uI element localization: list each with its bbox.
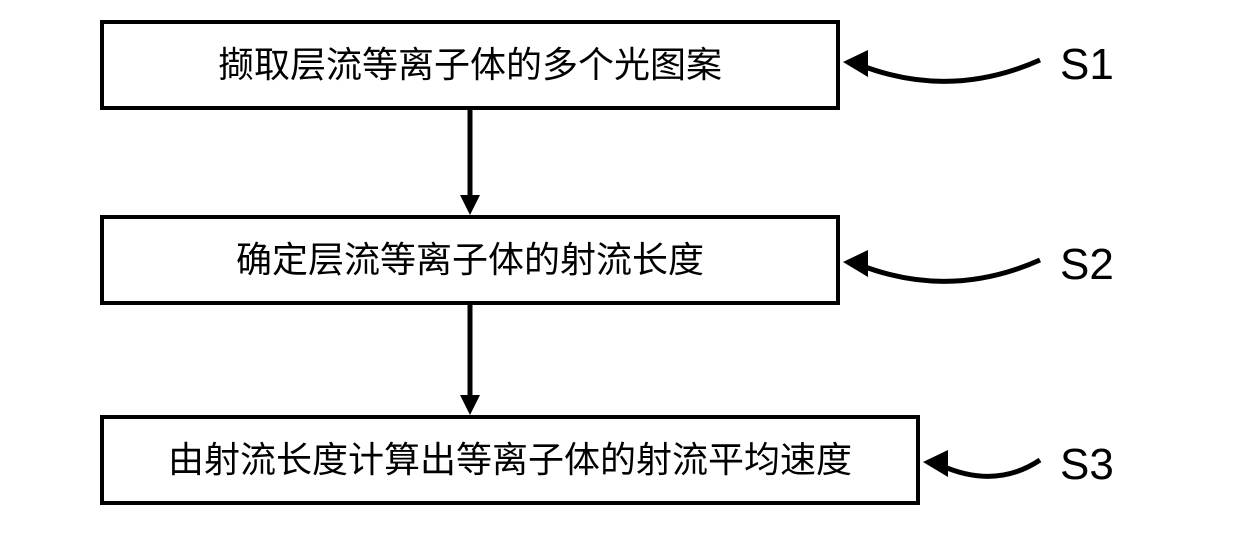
- label-text-3: S3: [1060, 440, 1114, 489]
- flowchart-box-1: 撷取层流等离子体的多个光图案: [100, 20, 840, 110]
- step-label-s2: S2: [1060, 240, 1114, 290]
- arrow-down-2: [450, 305, 490, 420]
- box-text-3: 由射流长度计算出等离子体的射流平均速度: [168, 438, 852, 481]
- step-label-s3: S3: [1060, 440, 1114, 490]
- step-label-s1: S1: [1060, 40, 1114, 90]
- flowchart-box-3: 由射流长度计算出等离子体的射流平均速度: [100, 415, 920, 505]
- curved-arrow-3: [920, 445, 1060, 505]
- flowchart-container: 撷取层流等离子体的多个光图案 确定层流等离子体的射流长度 由射流长度计算出等离子…: [80, 20, 1160, 530]
- label-text-1: S1: [1060, 40, 1114, 89]
- box-text-1: 撷取层流等离子体的多个光图案: [218, 43, 722, 86]
- label-text-2: S2: [1060, 240, 1114, 289]
- box-text-2: 确定层流等离子体的射流长度: [236, 238, 704, 281]
- arrow-down-1: [450, 110, 490, 220]
- curved-arrow-2: [840, 245, 1060, 315]
- curved-arrow-1: [840, 45, 1060, 115]
- flowchart-box-2: 确定层流等离子体的射流长度: [100, 215, 840, 305]
